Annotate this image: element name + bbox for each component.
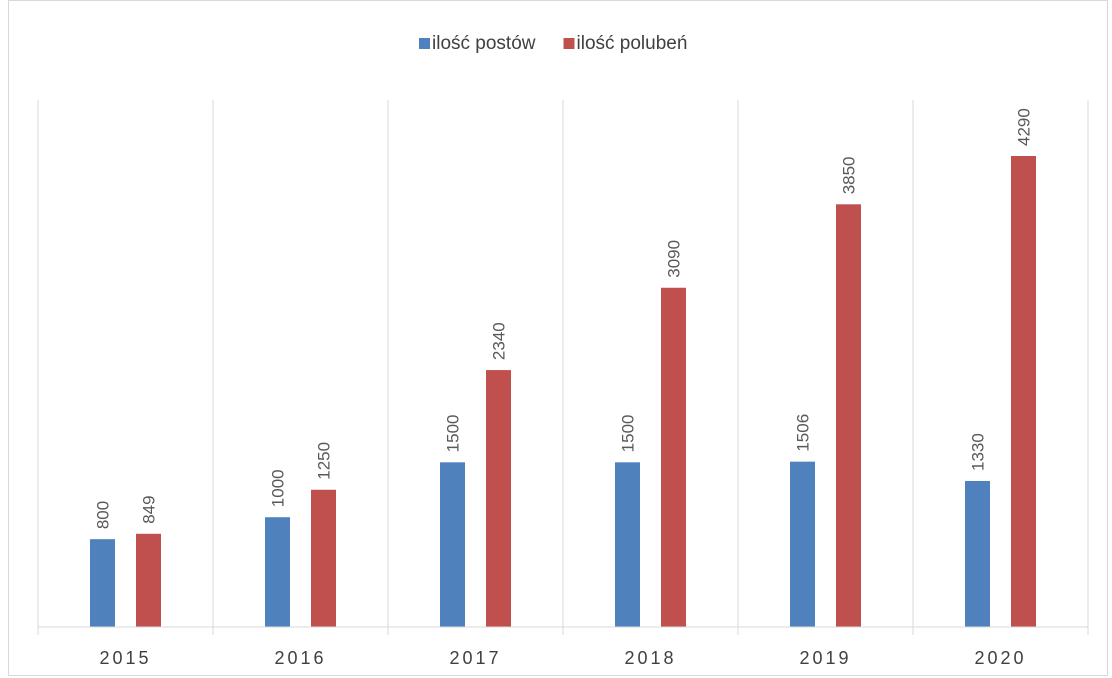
data-label-posts-2018: 1500 xyxy=(619,414,638,452)
legend-swatch-likes xyxy=(563,38,575,49)
data-label-posts-2016: 1000 xyxy=(269,469,288,507)
legend-label-posts: ilość postów xyxy=(432,33,536,54)
bar-posts-2017 xyxy=(440,462,465,627)
data-label-likes-2016: 1250 xyxy=(315,442,334,480)
bar-likes-2018 xyxy=(661,287,686,627)
data-label-likes-2018: 3090 xyxy=(665,240,684,278)
data-label-likes-2019: 3850 xyxy=(840,156,859,194)
x-tick-label: 2020 xyxy=(974,648,1026,668)
bar-posts-2016 xyxy=(265,517,290,627)
data-label-likes-2020: 4290 xyxy=(1015,108,1034,146)
x-tick-label: 2019 xyxy=(799,648,851,668)
data-label-posts-2020: 1330 xyxy=(969,433,988,471)
data-label-likes-2015: 849 xyxy=(140,495,159,523)
bar-posts-2018 xyxy=(615,462,640,627)
data-label-likes-2017: 2340 xyxy=(490,322,509,360)
bar-likes-2015 xyxy=(136,533,161,627)
data-label-posts-2019: 1506 xyxy=(794,414,813,452)
x-tick-label: 2016 xyxy=(274,648,326,668)
x-axis-ticks: 2015 2016 2017 2018 2019 2020 xyxy=(99,648,1026,668)
bar-likes-2019 xyxy=(836,204,861,628)
x-tick-label: 2017 xyxy=(449,648,501,668)
bar-likes-2017 xyxy=(486,370,511,627)
x-tick-label: 2015 xyxy=(99,648,151,668)
bar-likes-2016 xyxy=(311,489,336,627)
bar-posts-2020 xyxy=(965,480,990,627)
legend: ilość postów ilość polubeń xyxy=(419,33,687,54)
bar-posts-2019 xyxy=(790,461,815,627)
chart-frame xyxy=(8,0,1108,676)
legend-swatch-posts xyxy=(419,38,430,49)
data-label-posts-2017: 1500 xyxy=(444,414,463,452)
data-label-posts-2015: 800 xyxy=(94,501,113,529)
bar-likes-2020 xyxy=(1011,155,1036,627)
data-labels: 800 849 1000 1250 1500 2340 1500 3090 1506 3850 13… xyxy=(94,108,1034,529)
bar-posts-2015 xyxy=(90,539,115,627)
category-separators xyxy=(37,100,1089,635)
bars xyxy=(90,155,1036,628)
x-tick-label: 2018 xyxy=(624,648,676,668)
legend-label-likes: ilość polubeń xyxy=(577,33,688,54)
